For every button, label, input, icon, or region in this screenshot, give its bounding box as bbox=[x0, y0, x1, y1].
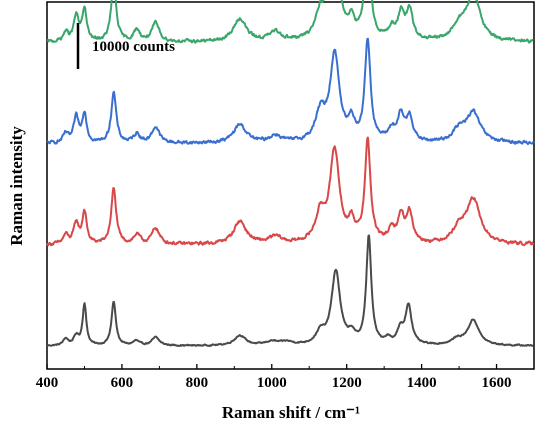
spectrum-line-4 bbox=[46, 0, 535, 44]
x-tick-label: 1000 bbox=[257, 375, 287, 391]
plot-frame bbox=[46, 1, 535, 370]
x-tick-label: 800 bbox=[186, 375, 209, 391]
x-tick-label: 1600 bbox=[482, 375, 512, 391]
x-axis-title: Raman shift / cm⁻¹ bbox=[222, 403, 360, 422]
x-tick-label: 1200 bbox=[332, 375, 362, 391]
x-ticks-group: 400 600 800 1000 1200 1400 1600 bbox=[36, 364, 512, 391]
scale-bar-label: 10000 counts bbox=[92, 39, 175, 55]
spectrum-line-3 bbox=[46, 37, 535, 146]
x-tick-label: 600 bbox=[111, 375, 134, 391]
x-tick-label: 400 bbox=[36, 375, 59, 391]
y-axis-title: Raman intensity bbox=[7, 126, 26, 246]
spectrum-line-1 bbox=[46, 234, 535, 347]
x-tick-label: 1400 bbox=[407, 375, 437, 391]
spectrum-line-2 bbox=[46, 136, 535, 247]
spectra-group bbox=[46, 0, 535, 347]
